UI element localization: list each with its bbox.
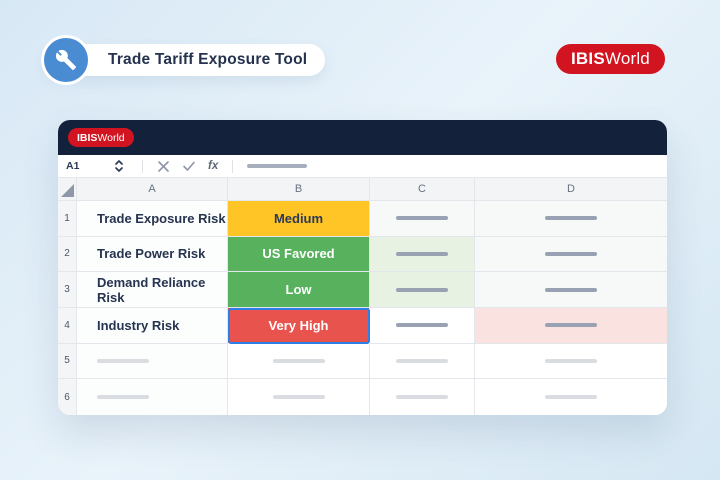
formula-input-placeholder[interactable] <box>247 164 308 168</box>
cell-a4[interactable]: Industry Risk <box>77 308 228 344</box>
status-badge-us-favored: US Favored <box>228 236 369 272</box>
placeholder-dash <box>545 287 597 292</box>
cell-b1[interactable]: Medium <box>228 201 370 237</box>
cell-d6[interactable] <box>475 379 667 415</box>
fx-icon[interactable]: fx <box>208 160 219 172</box>
status-badge-medium: Medium <box>228 201 369 236</box>
select-all-corner[interactable] <box>58 178 77 201</box>
divider <box>142 159 143 173</box>
wrench-icon <box>55 49 77 71</box>
confirm-icon[interactable] <box>176 160 202 172</box>
ibisworld-logo: IBIS World <box>556 44 665 74</box>
cell-b5[interactable] <box>228 343 370 380</box>
spreadsheet-window: IBIS World A1 fx A B C D 1 Trade Exposure… <box>58 120 667 415</box>
cell-a3[interactable]: Demand Reliance Risk <box>77 272 228 308</box>
placeholder-dash <box>272 395 325 400</box>
placeholder-dash <box>396 358 448 363</box>
placeholder-dash <box>545 216 597 221</box>
cell-a5[interactable] <box>77 343 228 380</box>
cell-b6[interactable] <box>228 379 370 415</box>
ibisworld-mini-logo: IBIS World <box>68 128 134 147</box>
cell-d3[interactable] <box>475 272 667 308</box>
placeholder-dash <box>97 358 149 363</box>
cell-d4[interactable] <box>475 308 667 344</box>
corner-triangle-icon <box>61 184 74 197</box>
row-number-1[interactable]: 1 <box>58 201 77 237</box>
cell-reference-box[interactable]: A1 <box>66 160 80 172</box>
cell-ref-stepper-icon[interactable] <box>114 158 124 174</box>
placeholder-dash <box>272 358 325 363</box>
row-number-6[interactable]: 6 <box>58 379 77 415</box>
status-badge-low: Low <box>228 272 369 307</box>
placeholder-dash <box>545 358 597 363</box>
cell-c6[interactable] <box>370 379 475 415</box>
cell-d1[interactable] <box>475 201 667 237</box>
placeholder-dash <box>545 251 597 256</box>
row-number-2[interactable]: 2 <box>58 236 77 273</box>
cell-a1[interactable]: Trade Exposure Risk <box>77 201 228 237</box>
formula-bar: A1 fx <box>58 155 667 178</box>
logo-text-bold: IBIS <box>571 49 605 68</box>
cancel-icon[interactable] <box>151 160 176 173</box>
spreadsheet-titlebar: IBIS World <box>58 120 667 155</box>
mini-logo-bold: IBIS <box>77 131 98 144</box>
tool-badge-pill: Trade Tariff Exposure Tool <box>44 44 326 76</box>
placeholder-dash <box>396 395 448 400</box>
cell-b3[interactable]: Low <box>228 272 370 308</box>
wrench-icon-circle <box>44 38 88 82</box>
cell-c3[interactable] <box>370 272 475 308</box>
logo-text-light: World <box>604 49 650 68</box>
cell-a6[interactable] <box>77 379 228 415</box>
mini-logo-light: World <box>97 131 125 144</box>
placeholder-dash <box>396 287 448 292</box>
row-number-4[interactable]: 4 <box>58 308 77 344</box>
cell-c5[interactable] <box>370 343 475 380</box>
placeholder-dash <box>396 323 448 328</box>
cell-c4[interactable] <box>370 308 475 344</box>
placeholder-dash <box>545 323 597 328</box>
divider <box>232 159 234 173</box>
row-number-3[interactable]: 3 <box>58 272 77 308</box>
cell-d2[interactable] <box>475 236 667 273</box>
column-header-c[interactable]: C <box>370 178 475 201</box>
cell-c2[interactable] <box>370 236 475 273</box>
cell-b4-selected[interactable]: Very High <box>228 308 370 344</box>
tool-title: Trade Tariff Exposure Tool <box>108 51 308 68</box>
placeholder-dash <box>396 216 448 221</box>
cell-b2[interactable]: US Favored <box>228 236 370 273</box>
cell-d5[interactable] <box>475 343 667 380</box>
sheet-grid: A B C D 1 Trade Exposure Risk Medium 2 T… <box>58 178 667 415</box>
column-header-b[interactable]: B <box>228 178 370 201</box>
column-header-a[interactable]: A <box>77 178 228 201</box>
cell-c1[interactable] <box>370 201 475 237</box>
placeholder-dash <box>396 251 448 256</box>
placeholder-dash <box>97 395 149 400</box>
column-header-d[interactable]: D <box>475 178 667 201</box>
row-number-5[interactable]: 5 <box>58 343 77 380</box>
cell-a2[interactable]: Trade Power Risk <box>77 236 228 273</box>
status-badge-very-high: Very High <box>228 308 369 343</box>
placeholder-dash <box>545 395 597 400</box>
